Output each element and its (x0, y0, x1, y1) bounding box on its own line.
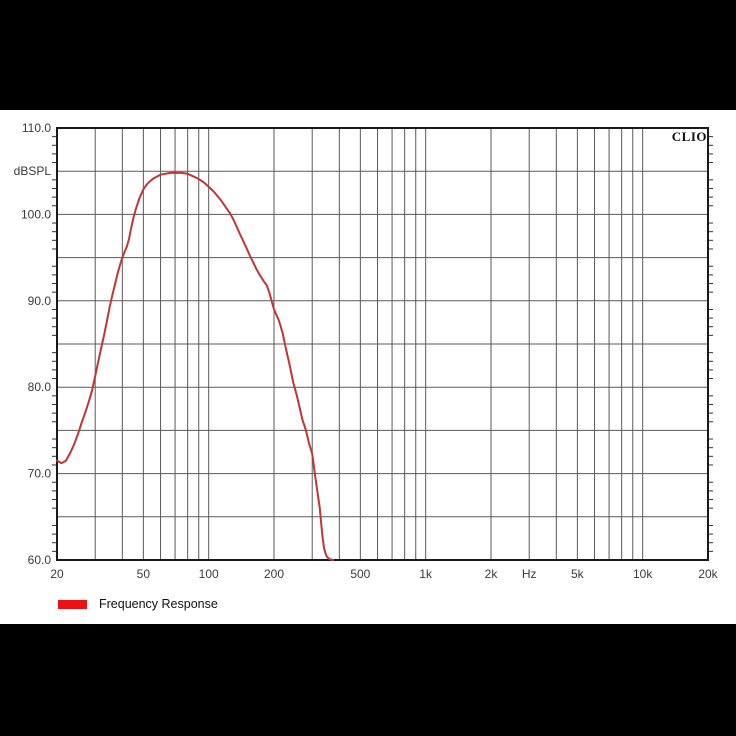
svg-text:10k: 10k (633, 567, 653, 581)
svg-text:50: 50 (137, 567, 151, 581)
clio-logo: CLIO (671, 129, 707, 144)
plot-frame (56, 127, 709, 561)
svg-text:60.0: 60.0 (28, 553, 52, 567)
legend-swatch-frequency-response (58, 600, 87, 609)
svg-text:80.0: 80.0 (28, 380, 52, 394)
y-axis-labels: 110.0 dBSPL 100.0 90.0 80.0 70.0 60.0 (14, 121, 52, 567)
grid-horizontal (57, 170, 708, 518)
svg-text:Hz: Hz (522, 567, 537, 581)
svg-text:500: 500 (350, 567, 370, 581)
legend-label: Frequency Response (99, 597, 218, 611)
x-axis-labels: 20 50 100 200 500 1k 2k Hz 5k 10k 20k (50, 567, 718, 581)
svg-text:100.0: 100.0 (21, 207, 51, 221)
response-curve (56, 171, 335, 561)
svg-text:90.0: 90.0 (28, 294, 52, 308)
legend: Frequency Response (58, 597, 218, 611)
svg-text:20: 20 (50, 567, 64, 581)
svg-text:20k: 20k (698, 567, 718, 581)
svg-text:110.0: 110.0 (22, 121, 51, 135)
svg-text:1k: 1k (419, 567, 433, 581)
svg-text:2k: 2k (485, 567, 499, 581)
svg-text:70.0: 70.0 (28, 467, 52, 481)
svg-text:200: 200 (264, 567, 284, 581)
svg-text:100: 100 (199, 567, 219, 581)
svg-text:dBSPL: dBSPL (14, 164, 52, 178)
svg-text:5k: 5k (571, 567, 585, 581)
